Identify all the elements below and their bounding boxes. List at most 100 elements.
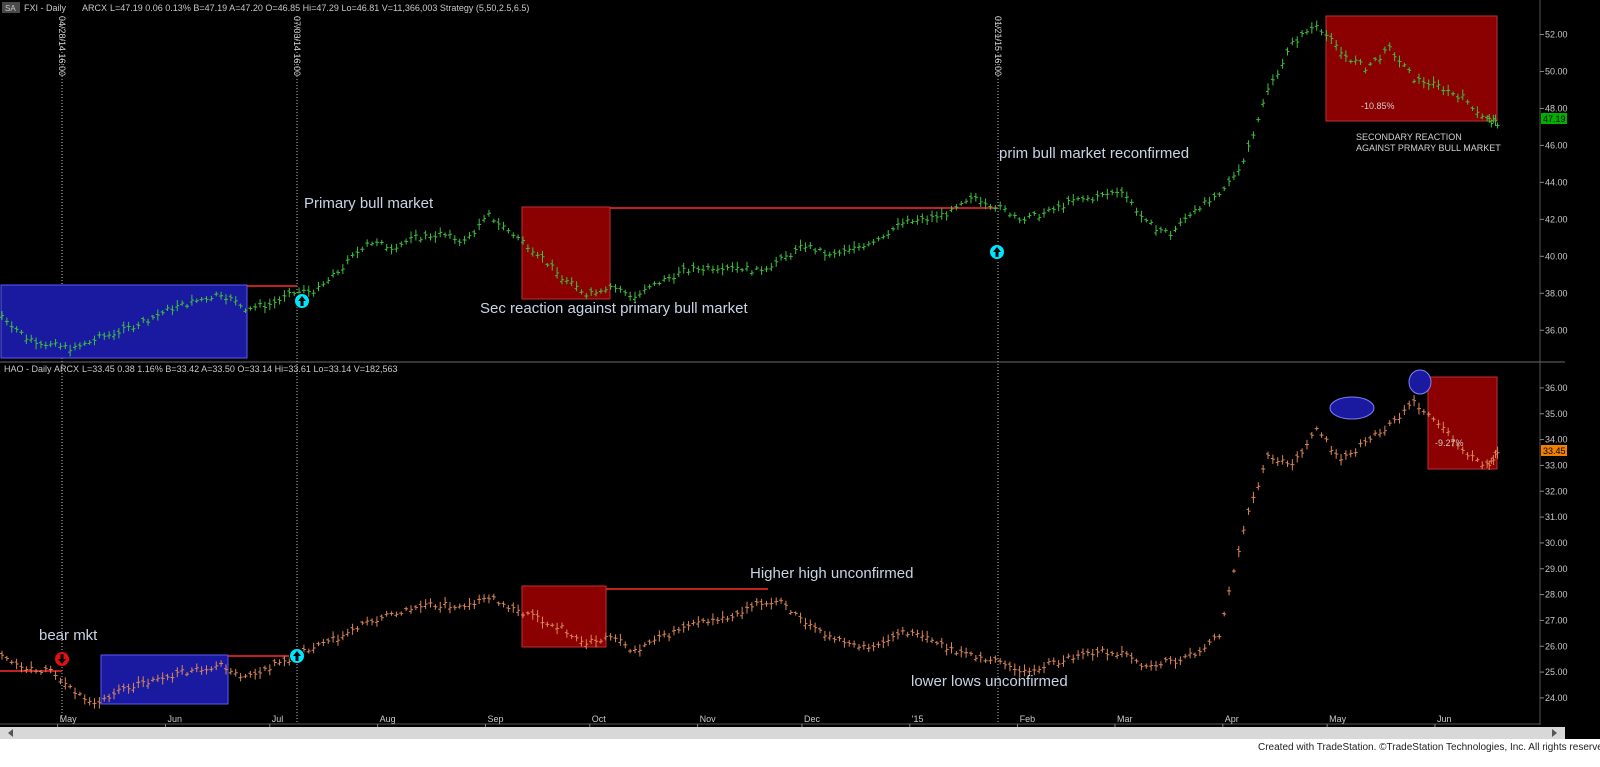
fxi-price-bar: [321, 281, 326, 287]
fxi-price-axis[interactable]: 52.00 50.00 48.00 46.00 44.00 42.00 40.00 38.00…: [1540, 29, 1568, 335]
fxi-y-tick-label: 52.00: [1545, 29, 1568, 39]
hao-price-bar: [915, 629, 920, 638]
fxi-buy-signal-icon[interactable]: [294, 293, 310, 309]
fxi-price-bar: [608, 283, 613, 290]
hao-price-bar: [1085, 648, 1090, 657]
fxi-price-bar: [915, 215, 920, 225]
time-axis[interactable]: May Jun Jul Aug Sep Oct Nov Dec '15 Feb Mar Apr May J…: [57, 714, 1452, 728]
fxi-price-bar: [1446, 84, 1451, 97]
fxi-price-bar: [1304, 28, 1309, 35]
hao-price-bar: [1441, 421, 1446, 434]
hao-consolidation-box[interactable]: [100, 654, 229, 705]
hao-price-bar: [788, 610, 793, 615]
hao-price-bar: [559, 622, 564, 629]
hao-y-tick-label: 36.00: [1545, 383, 1568, 393]
fxi-price-bar: [1407, 67, 1412, 74]
hao-price-bar: [759, 598, 764, 610]
fxi-price-bar: [1037, 213, 1042, 222]
hao-price-bar: [238, 672, 243, 682]
fxi-price-bar: [1129, 199, 1134, 206]
hao-price-bar: [1324, 436, 1329, 443]
hao-divergence-ellipse[interactable]: [1329, 396, 1375, 420]
fxi-y-tick-label: 36.00: [1545, 325, 1568, 335]
hao-price-bar: [642, 642, 647, 648]
fxi-price-bar: [131, 325, 136, 333]
fxi-price-bar: [1100, 191, 1105, 198]
hao-price-bar: [818, 627, 823, 634]
hao-price-bar: [701, 617, 706, 624]
fxi-price-bar: [452, 235, 457, 244]
fxi-price-bar: [793, 245, 798, 255]
fxi-price-bar: [861, 243, 866, 251]
fxi-price-bar: [1119, 186, 1124, 198]
fxi-price-bar: [24, 334, 29, 345]
hao-price-bar: [749, 602, 754, 612]
fxi-price-bar: [379, 239, 384, 245]
fxi-price-bar: [1124, 191, 1129, 203]
fxi-price-bar: [1436, 79, 1441, 90]
fxi-price-bar: [1251, 131, 1256, 139]
scroll-right-icon[interactable]: [1552, 729, 1557, 737]
hao-price-bar: [871, 641, 876, 652]
fxi-price-bar: [822, 249, 827, 261]
fxi-price-bar: [1139, 210, 1144, 223]
hao-price-bar: [550, 623, 555, 628]
fxi-price-bar: [345, 255, 350, 265]
fxi-buy-signal-icon[interactable]: [989, 244, 1005, 260]
fxi-price-bar: [462, 235, 467, 245]
hao-price-bar: [710, 613, 715, 626]
fxi-price-bar: [175, 299, 180, 312]
hao-price-bar: [774, 597, 779, 606]
hao-reaction-box[interactable]: [521, 585, 607, 648]
hao-price-bar: [988, 656, 993, 665]
fxi-consolidation-box[interactable]: [0, 284, 248, 359]
fxi-secondary-reaction-box[interactable]: [1325, 15, 1498, 122]
hao-price-bar: [1061, 655, 1066, 667]
fxi-price-bar: [374, 238, 379, 247]
hao-price-bar: [993, 655, 998, 663]
hao-price-axis[interactable]: 36.00 35.00 34.00 33.00 32.00 31.00 30.00 29.00…: [1540, 383, 1568, 703]
hao-y-tick-label: 29.00: [1545, 564, 1568, 574]
fxi-price-bar: [409, 231, 414, 244]
fxi-price-bar: [1324, 29, 1329, 41]
fxi-price-bar: [681, 262, 686, 274]
hao-price-bar: [803, 617, 808, 630]
fxi-price-bar: [223, 294, 228, 305]
fxi-price-bar: [262, 301, 267, 314]
scroll-left-icon[interactable]: [8, 729, 13, 737]
fxi-reaction-box[interactable]: [521, 206, 611, 300]
fxi-price-bar: [1032, 211, 1037, 216]
hao-price-bar: [545, 621, 550, 628]
hao-price-bar: [9, 659, 14, 665]
hao-price-bar: [1339, 454, 1344, 466]
fxi-price-bar: [774, 256, 779, 267]
fxi-price-bar: [754, 265, 759, 271]
hao-price-bar: [321, 638, 326, 647]
fxi-price-bar: [267, 298, 272, 311]
fxi-price-bar: [1071, 193, 1076, 206]
hao-annotation-pct-change: -9.27%: [1435, 438, 1464, 448]
fxi-price-bar: [1309, 22, 1314, 34]
fxi-price-bar: [1348, 59, 1353, 64]
hao-price-bar: [706, 618, 711, 626]
hao-price-bar: [1295, 451, 1300, 463]
workspace-tab-label[interactable]: SA: [5, 4, 16, 13]
hao-sell-signal-icon[interactable]: [54, 651, 70, 667]
hao-divergence-ellipse[interactable]: [1408, 369, 1432, 395]
fxi-price-bar: [706, 263, 711, 271]
fxi-price-bar: [418, 236, 423, 243]
hao-y-tick-label: 32.00: [1545, 486, 1568, 496]
fxi-price-bar: [1168, 230, 1173, 241]
hao-price-bar: [1134, 658, 1139, 664]
horizontal-scrollbar[interactable]: [0, 727, 1565, 739]
workspace-tab[interactable]: [2, 2, 20, 13]
hao-price-bar: [954, 651, 959, 656]
hao-symbol-title[interactable]: HAO - Daily: [4, 364, 52, 374]
hao-price-bar: [63, 677, 68, 690]
hao-buy-signal-icon[interactable]: [289, 648, 305, 664]
fxi-symbol-title[interactable]: FXI - Daily: [24, 3, 67, 13]
x-tick-label: Apr: [1225, 714, 1239, 724]
hao-price-bar: [530, 609, 535, 620]
hao-price-bar: [253, 668, 258, 680]
fxi-price-bar: [404, 238, 409, 245]
